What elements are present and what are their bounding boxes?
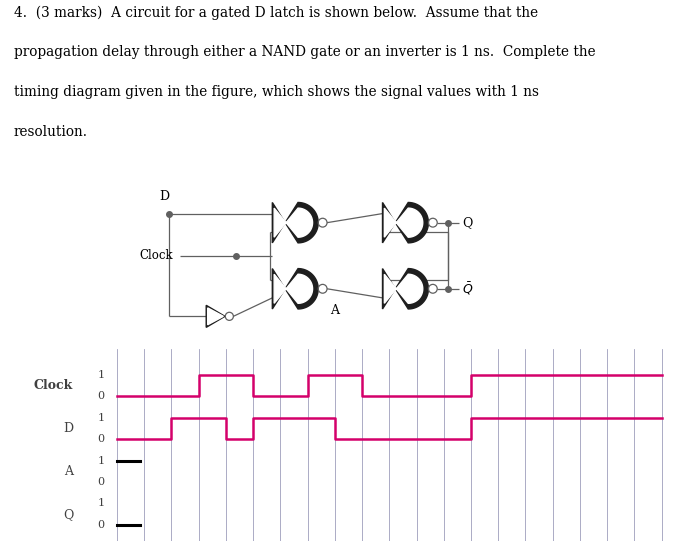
Text: 0: 0: [98, 477, 104, 487]
Polygon shape: [274, 274, 313, 304]
Polygon shape: [382, 269, 428, 309]
Text: propagation delay through either a NAND gate or an inverter is 1 ns.  Complete t: propagation delay through either a NAND …: [14, 45, 595, 60]
Polygon shape: [384, 274, 423, 304]
Polygon shape: [273, 269, 318, 309]
Polygon shape: [274, 208, 313, 237]
Text: D: D: [63, 422, 73, 435]
Polygon shape: [207, 308, 223, 325]
Polygon shape: [206, 305, 225, 328]
Text: $\bar{Q}$: $\bar{Q}$: [462, 281, 473, 297]
Text: 1: 1: [98, 370, 104, 380]
Text: Q: Q: [63, 508, 73, 521]
Text: timing diagram given in the figure, which shows the signal values with 1 ns: timing diagram given in the figure, whic…: [14, 85, 538, 99]
Text: 0: 0: [98, 520, 104, 530]
Polygon shape: [382, 203, 428, 243]
Text: Clock: Clock: [140, 249, 173, 262]
Polygon shape: [273, 203, 318, 243]
Text: resolution.: resolution.: [14, 125, 87, 139]
Text: A: A: [64, 465, 73, 478]
Text: 4.  (3 marks)  A circuit for a gated D latch is shown below.  Assume that the: 4. (3 marks) A circuit for a gated D lat…: [14, 5, 538, 20]
Polygon shape: [384, 208, 423, 237]
Text: 0: 0: [98, 391, 104, 401]
Text: 1: 1: [98, 498, 104, 508]
Text: Q: Q: [462, 216, 473, 229]
Text: 1: 1: [98, 455, 104, 466]
Text: D: D: [159, 189, 169, 203]
Text: 0: 0: [98, 434, 104, 444]
Text: A: A: [330, 305, 339, 317]
Text: 1: 1: [98, 413, 104, 423]
Text: Clock: Clock: [34, 379, 73, 392]
